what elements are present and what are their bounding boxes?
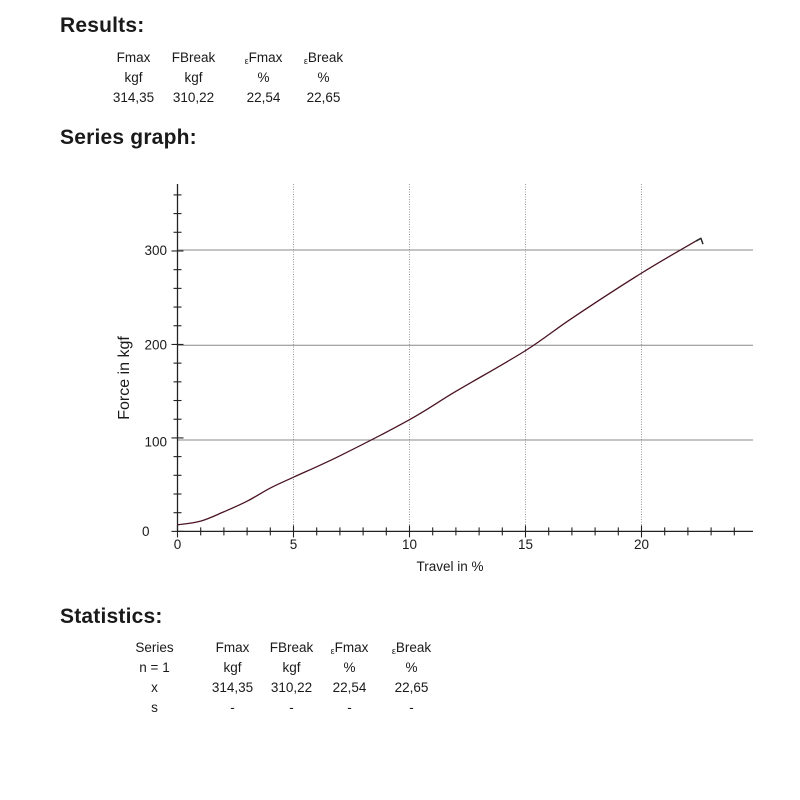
- svg-text:200: 200: [144, 338, 167, 353]
- svg-text:15: 15: [518, 537, 533, 552]
- svg-text:0: 0: [174, 537, 182, 552]
- svg-text:Force in kgf: Force in kgf: [116, 336, 133, 420]
- svg-text:100: 100: [144, 435, 167, 450]
- svg-text:20: 20: [634, 537, 649, 552]
- svg-text:10: 10: [402, 537, 417, 552]
- svg-text:5: 5: [290, 537, 298, 552]
- svg-text:300: 300: [144, 243, 167, 258]
- svg-text:Travel in %: Travel in %: [416, 559, 483, 574]
- svg-text:0: 0: [142, 524, 150, 539]
